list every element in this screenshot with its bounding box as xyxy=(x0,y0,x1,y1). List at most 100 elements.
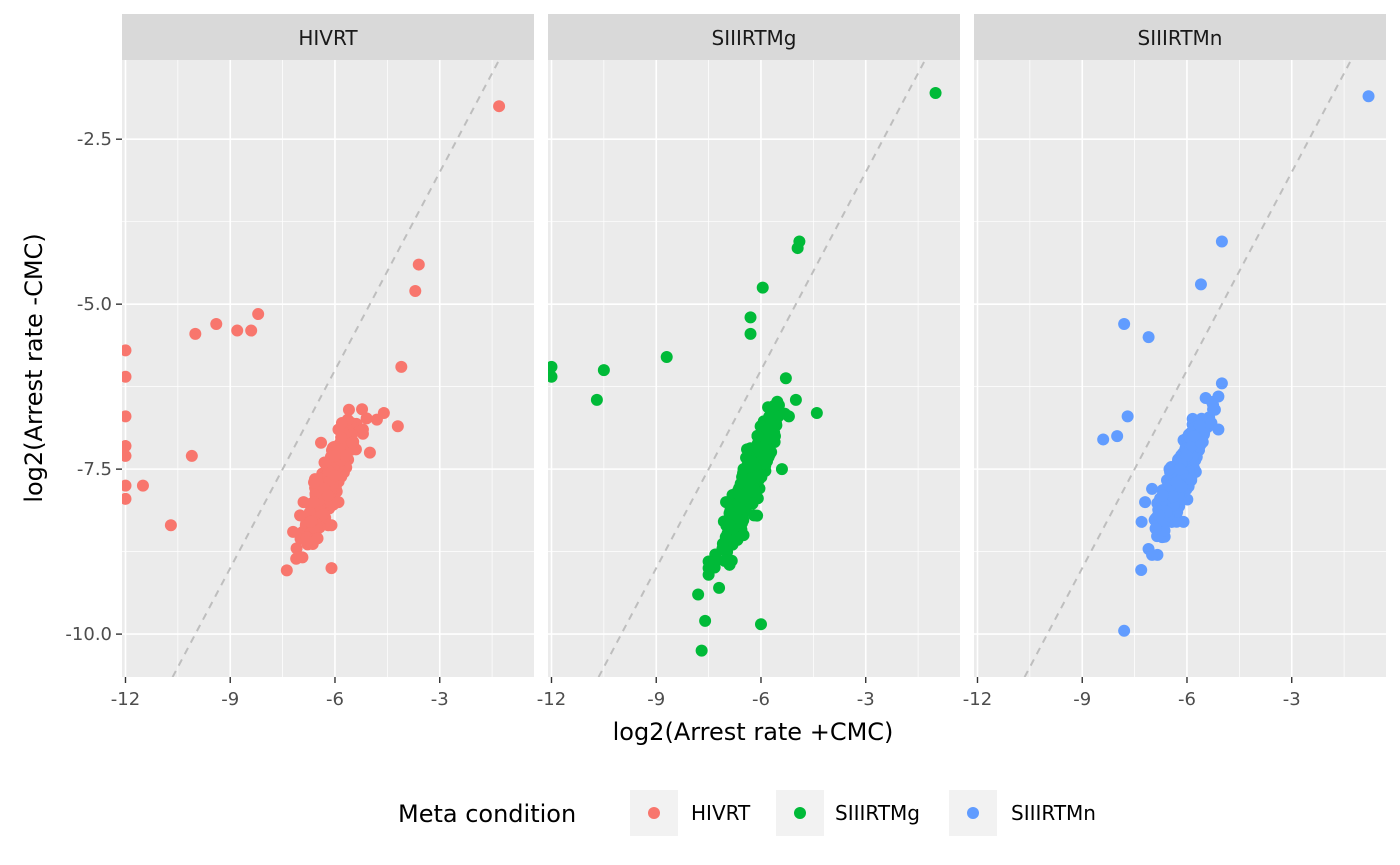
data-point xyxy=(1097,433,1110,446)
panel-background xyxy=(974,60,1386,677)
panel-plot-area xyxy=(122,60,534,677)
data-point xyxy=(1118,624,1131,637)
data-point xyxy=(1208,403,1221,416)
data-point xyxy=(308,496,321,509)
data-point xyxy=(548,370,558,383)
data-point xyxy=(252,308,265,321)
facet-strip-label: SIIIRTMn xyxy=(1138,26,1223,50)
data-point xyxy=(280,564,293,577)
data-point xyxy=(737,463,750,476)
data-point xyxy=(325,562,338,575)
data-point xyxy=(748,509,760,522)
data-point xyxy=(339,449,352,462)
data-point xyxy=(122,479,132,492)
data-point xyxy=(409,284,422,297)
x-tick-label: -6 xyxy=(326,689,344,710)
data-point xyxy=(779,372,792,385)
data-point xyxy=(185,449,198,462)
data-point xyxy=(304,515,317,528)
data-point xyxy=(1135,563,1148,576)
legend-label: SIIIRTMg xyxy=(835,801,920,825)
data-point xyxy=(317,508,330,521)
data-point xyxy=(370,413,383,426)
data-point xyxy=(660,350,673,363)
y-tick-label: -5.0 xyxy=(77,294,112,315)
panel-plot-area xyxy=(974,60,1386,677)
data-point xyxy=(297,496,310,509)
data-point xyxy=(732,511,745,524)
data-point xyxy=(1174,463,1186,476)
legend-key-point xyxy=(794,807,806,819)
data-point xyxy=(590,393,603,406)
panel-plot-area xyxy=(548,60,960,677)
data-point xyxy=(122,410,132,423)
data-point xyxy=(754,618,767,631)
data-point xyxy=(723,519,736,532)
x-tick-label: -12 xyxy=(963,689,992,710)
data-point xyxy=(737,529,750,542)
data-point xyxy=(395,360,408,373)
facet-strip-label: HIVRT xyxy=(298,26,358,50)
data-point xyxy=(1177,515,1190,528)
data-point xyxy=(315,436,328,449)
data-point xyxy=(1193,419,1206,432)
data-point xyxy=(775,463,788,476)
data-point xyxy=(695,644,708,657)
data-point xyxy=(723,558,736,571)
data-point xyxy=(713,581,726,594)
data-point xyxy=(328,469,341,482)
data-point xyxy=(308,476,321,489)
data-point xyxy=(1180,449,1193,462)
data-point xyxy=(294,509,307,522)
data-point xyxy=(1142,331,1155,344)
data-point xyxy=(328,449,341,462)
y-tick-label: -2.5 xyxy=(77,129,112,150)
data-point xyxy=(1158,524,1171,537)
data-point xyxy=(720,496,733,509)
data-point xyxy=(791,242,804,255)
data-point xyxy=(296,551,309,564)
data-point xyxy=(761,423,774,436)
data-point xyxy=(756,281,769,294)
facet-strip-label: SIIIRTMg xyxy=(712,26,797,50)
data-point xyxy=(751,430,764,443)
legend-key-point xyxy=(967,807,979,819)
data-point xyxy=(1187,430,1200,443)
data-point xyxy=(716,542,729,555)
data-point xyxy=(290,542,303,555)
facet-strip xyxy=(122,14,534,60)
legend-label: HIVRT xyxy=(691,801,751,825)
data-point xyxy=(335,416,348,429)
data-point xyxy=(1166,490,1179,503)
y-tick-label: -7.5 xyxy=(77,459,112,480)
data-point xyxy=(744,311,757,324)
data-point xyxy=(493,100,506,113)
x-tick-label: -6 xyxy=(752,689,770,710)
x-tick-label: -3 xyxy=(857,689,875,710)
data-point xyxy=(122,449,132,462)
data-point xyxy=(325,519,338,532)
data-point xyxy=(164,519,177,532)
y-axis-title: log2(Arrest rate -CMC) xyxy=(20,233,48,502)
data-point xyxy=(1118,317,1131,330)
data-point xyxy=(744,327,757,340)
data-point xyxy=(287,525,300,538)
data-point xyxy=(734,489,747,502)
data-point xyxy=(318,456,331,469)
data-point xyxy=(311,532,324,545)
data-point xyxy=(1163,463,1176,476)
data-point xyxy=(1146,482,1159,495)
data-point xyxy=(782,410,795,423)
data-point xyxy=(754,469,767,482)
data-point xyxy=(342,403,355,416)
data-point xyxy=(346,436,359,449)
data-point xyxy=(189,327,202,340)
data-point xyxy=(356,403,369,416)
data-point xyxy=(322,489,334,502)
data-point xyxy=(1170,476,1183,489)
data-point xyxy=(122,370,132,383)
data-point xyxy=(391,420,404,433)
data-point xyxy=(1194,278,1207,291)
data-point xyxy=(1212,390,1225,403)
